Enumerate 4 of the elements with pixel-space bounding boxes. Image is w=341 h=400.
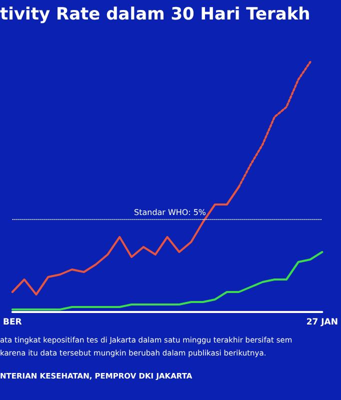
chart-title: tivity Rate dalam 30 Hari Terakh [0, 4, 310, 24]
x-tick-label: BER [2, 318, 22, 328]
annotation: Standar WHO: 5% [134, 208, 206, 217]
x-tick-label: 27 JAN [306, 318, 338, 328]
